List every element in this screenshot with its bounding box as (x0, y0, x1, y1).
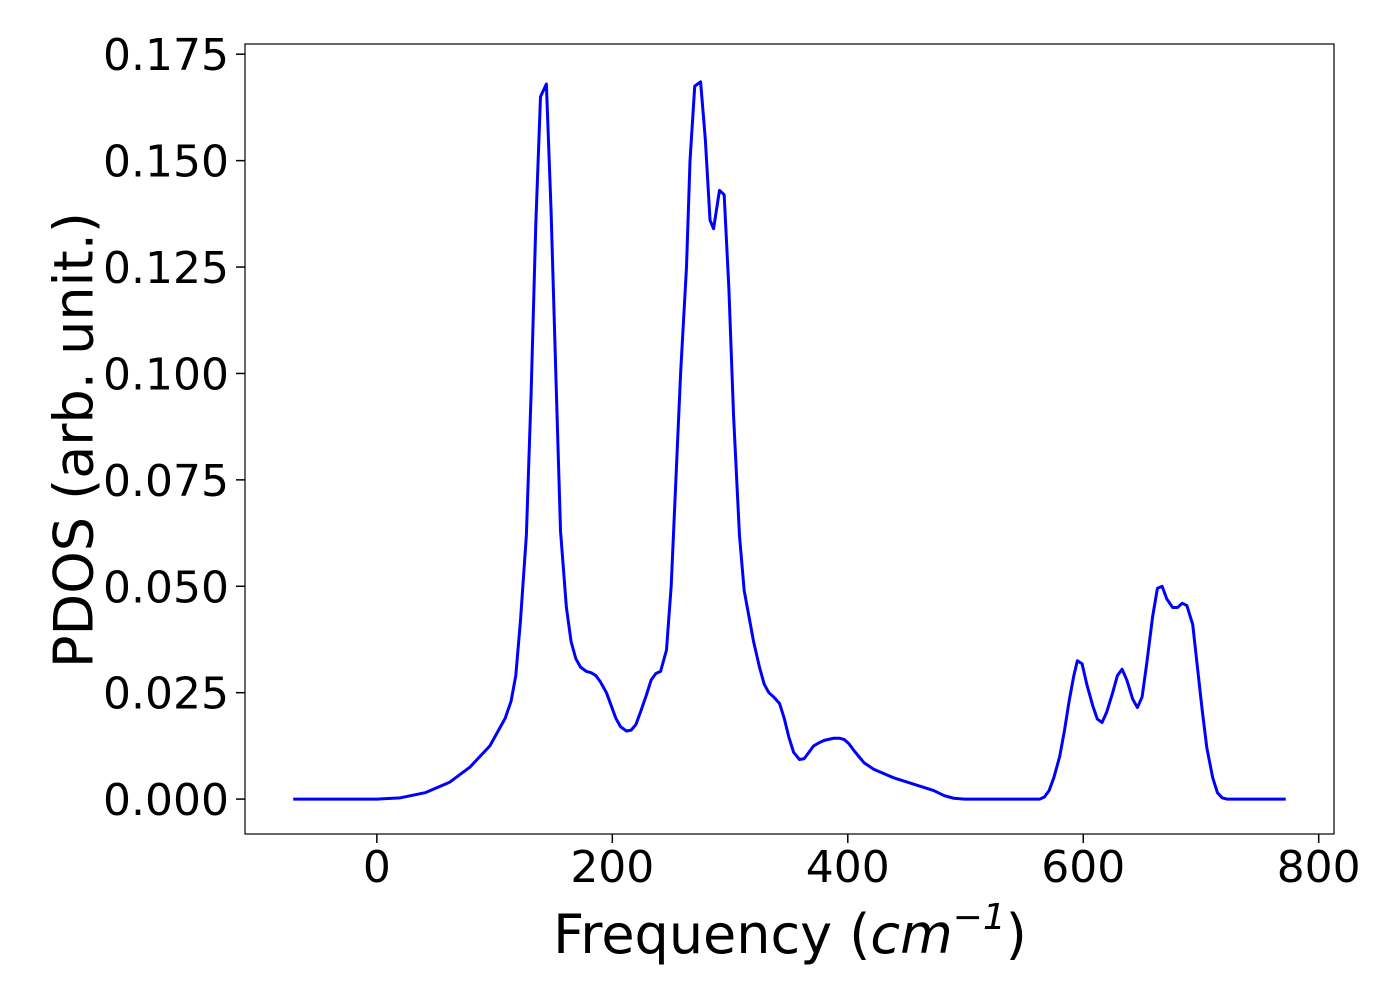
x-label-close: ) (1006, 903, 1027, 966)
y-tick-label: 0.100 (103, 349, 229, 400)
y-tick-label: 0.050 (103, 562, 229, 613)
x-tick-label: 800 (1277, 842, 1361, 893)
y-tick-label: 0.150 (103, 137, 229, 188)
y-tick-label: 0.025 (103, 669, 229, 720)
y-tick-label: 0.125 (103, 243, 229, 294)
plot-frame (244, 43, 1335, 835)
x-label-sup: −1 (953, 897, 1006, 938)
x-label-math: cm (870, 903, 952, 966)
x-tick-label: 600 (1041, 842, 1125, 893)
x-tick-label: 200 (570, 842, 654, 893)
y-tick-label: 0.000 (103, 775, 229, 826)
data-line (293, 80, 1286, 801)
x-label-text: Frequency ( (553, 903, 870, 966)
y-axis-label: PDOS (arb. unit.) (43, 212, 106, 668)
y-tick-label: 0.075 (103, 456, 229, 507)
x-axis-label: Frequency (cm−1) (553, 897, 1027, 966)
x-tick-label: 400 (806, 842, 890, 893)
x-tick-label: 0 (363, 842, 391, 893)
y-tick-label: 0.175 (103, 30, 229, 81)
